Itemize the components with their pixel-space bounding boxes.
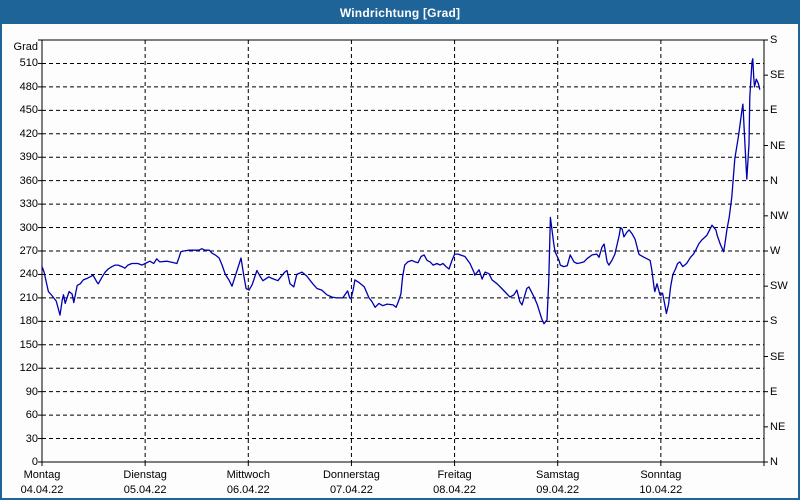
y-axis-right-compass-label: S bbox=[770, 34, 778, 46]
y-axis-left-tick-label: 270 bbox=[19, 245, 38, 257]
y-axis-right-compass-label: SW bbox=[770, 280, 788, 293]
y-axis-left-tick-label: 210 bbox=[19, 291, 38, 304]
x-axis-day-label: Donnerstag bbox=[322, 469, 380, 481]
x-axis-date-label: 09.04.22 bbox=[536, 484, 580, 496]
x-axis-day-label: Samstag bbox=[535, 469, 580, 481]
y-axis-right-compass-label: SE bbox=[770, 69, 785, 82]
y-axis-right-compass-label: E bbox=[770, 104, 778, 117]
x-axis-date-label: 10.04.22 bbox=[639, 484, 683, 496]
y-axis-left-tick-label: 60 bbox=[25, 409, 38, 422]
x-axis-day-label: Sonntag bbox=[640, 469, 682, 481]
y-axis-left-title: Grad bbox=[13, 41, 38, 53]
y-axis-left-tick-label: 150 bbox=[19, 338, 38, 351]
x-axis-date-label: 07.04.22 bbox=[330, 484, 373, 496]
y-axis-right-compass-label: W bbox=[770, 245, 781, 257]
x-axis-date-label: 05.04.22 bbox=[123, 484, 167, 496]
y-axis-left-tick-label: 450 bbox=[19, 104, 38, 117]
y-axis-left-tick-label: 90 bbox=[25, 385, 38, 398]
y-axis-right-compass-label: S bbox=[770, 315, 778, 328]
x-axis-day-label: Dienstag bbox=[123, 469, 167, 481]
y-axis-left-tick-label: 120 bbox=[19, 362, 38, 375]
y-axis-left-tick-label: 510 bbox=[19, 57, 38, 70]
x-axis-date-label: 06.04.22 bbox=[226, 484, 270, 496]
y-axis-left-tick-label: 240 bbox=[19, 268, 38, 281]
y-axis-left-tick-label: 180 bbox=[19, 315, 38, 328]
y-axis-right-compass-label: N bbox=[770, 456, 778, 468]
y-axis-right-compass-label: E bbox=[770, 385, 778, 398]
y-axis-right-compass-label: NW bbox=[770, 209, 789, 222]
y-axis-left-tick-label: 390 bbox=[19, 151, 38, 164]
y-axis-left-tick-label: 0 bbox=[31, 456, 38, 468]
x-axis-day-label: Mittwoch bbox=[226, 469, 270, 481]
x-axis-day-label: Montag bbox=[23, 469, 61, 481]
y-axis-right-compass-label: N bbox=[770, 174, 778, 187]
chart-area: Grad 0 30 60 90 120 150 180 210 240 270 300 330 360 39… bbox=[2, 24, 798, 498]
window-title: Windrichtung [Grad] bbox=[339, 6, 461, 20]
y-axis-left-tick-label: 330 bbox=[19, 198, 38, 211]
y-axis-left-tick-label: 360 bbox=[19, 174, 38, 187]
x-axis-date-label: 08.04.22 bbox=[433, 484, 476, 496]
y-axis-left-tick-label: 480 bbox=[19, 80, 38, 93]
y-axis-left-tick-label: 30 bbox=[25, 432, 38, 445]
x-axis-date-label: 04.04.22 bbox=[20, 484, 64, 496]
y-axis-right-compass-label: NE bbox=[770, 139, 786, 152]
y-axis-right-compass-label: SE bbox=[770, 350, 785, 363]
wind-direction-series-line bbox=[41, 58, 761, 325]
x-axis-day-label: Freitag bbox=[437, 469, 472, 481]
y-axis-right-compass-label: NE bbox=[770, 420, 786, 433]
y-axis-left-tick-label: 420 bbox=[19, 127, 38, 140]
title-bar: Windrichtung [Grad] bbox=[2, 2, 798, 24]
y-axis-left-tick-label: 300 bbox=[19, 221, 38, 234]
wind-direction-chart bbox=[38, 39, 768, 466]
